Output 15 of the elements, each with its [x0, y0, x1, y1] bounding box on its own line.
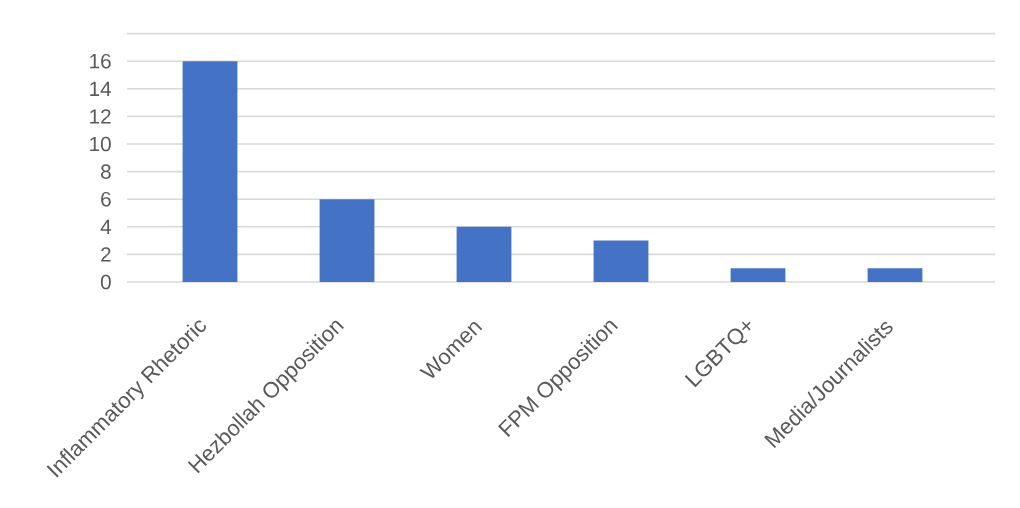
bar	[593, 240, 649, 282]
bar	[319, 199, 375, 282]
bar	[182, 61, 238, 282]
y-tick-label: 2	[101, 247, 111, 262]
bar	[730, 268, 786, 282]
bar	[456, 226, 512, 282]
y-tick-label: 8	[101, 164, 111, 179]
y-tick-label: 4	[100, 219, 112, 234]
y-tick-label: 12	[90, 109, 111, 124]
y-tick-label: 10	[90, 136, 111, 152]
bar	[867, 268, 923, 282]
y-tick-label: 14	[90, 81, 112, 96]
y-tick-label: 16	[90, 53, 111, 69]
y-tick-label: 0	[100, 274, 111, 290]
y-tick-label: 6	[101, 191, 111, 207]
